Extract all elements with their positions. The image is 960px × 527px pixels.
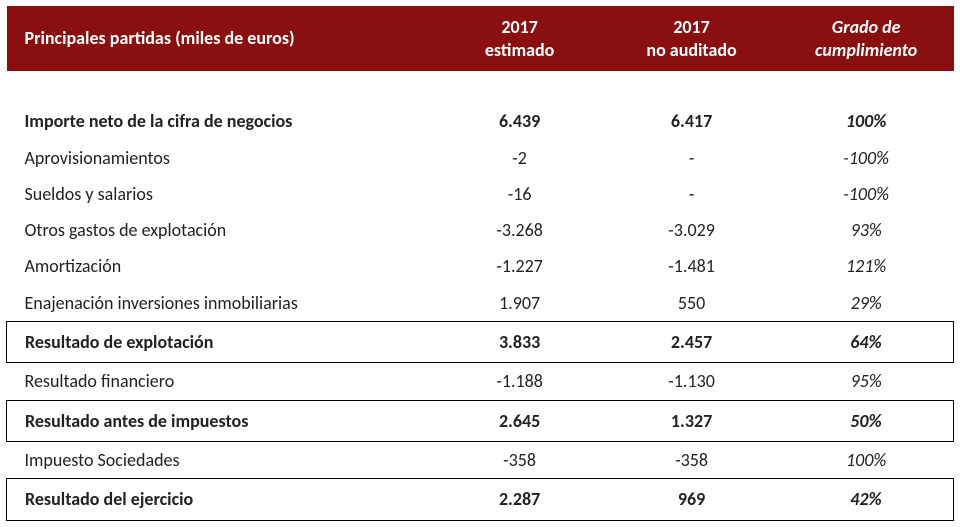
table-row: Resultado de explotación3.8332.45764% (7, 322, 954, 363)
row-label: Amortización (7, 248, 435, 284)
cell-no-auditado: -1.130 (604, 363, 778, 400)
cell-no-auditado: 550 (604, 285, 778, 322)
cell-no-auditado: 969 (604, 479, 778, 520)
cell-no-auditado: -3.029 (604, 212, 778, 248)
cell-no-auditado: -1.481 (604, 248, 778, 284)
table-row: Otros gastos de explotación-3.268-3.0299… (7, 212, 954, 248)
cell-estimado: 6.439 (435, 103, 605, 139)
row-label: Resultado de explotación (7, 322, 435, 363)
cell-grado: 42% (779, 479, 954, 520)
row-label: Resultado del ejercicio (7, 479, 435, 520)
row-label: Sueldos y salarios (7, 176, 435, 212)
col-header-label: Principales partidas (miles de euros) (7, 6, 435, 71)
spacer-cell (7, 71, 435, 103)
table-row: Amortización-1.227-1.481121% (7, 248, 954, 284)
cell-grado: -100% (779, 176, 954, 212)
table-row: Aprovisionamientos-2--100% (7, 140, 954, 176)
cell-grado: 29% (779, 285, 954, 322)
cell-estimado: 2.287 (435, 479, 605, 520)
cell-no-auditado: - (604, 176, 778, 212)
cell-grado: 93% (779, 212, 954, 248)
spacer-cell (604, 71, 778, 103)
spacer-cell (779, 71, 954, 103)
cell-estimado: -16 (435, 176, 605, 212)
cell-estimado: -3.268 (435, 212, 605, 248)
cell-estimado: -358 (435, 441, 605, 478)
cell-grado: 100% (779, 103, 954, 139)
table-row: Impuesto Sociedades-358-358100% (7, 441, 954, 478)
cell-grado: 100% (779, 441, 954, 478)
cell-grado: -100% (779, 140, 954, 176)
cell-grado: 95% (779, 363, 954, 400)
row-label: Resultado financiero (7, 363, 435, 400)
cell-estimado: 2.645 (435, 400, 605, 441)
table-row (7, 71, 954, 103)
cell-grado: 121% (779, 248, 954, 284)
cell-estimado: -1.188 (435, 363, 605, 400)
table-row: Sueldos y salarios-16--100% (7, 176, 954, 212)
table-header-row: Principales partidas (miles de euros) 20… (7, 6, 954, 71)
row-label: Importe neto de la cifra de negocios (7, 103, 435, 139)
cell-no-auditado: - (604, 140, 778, 176)
row-label: Enajenación inversiones inmobiliarias (7, 285, 435, 322)
col-header-no-auditado: 2017no auditado (604, 6, 778, 71)
col-header-estimado: 2017estimado (435, 6, 605, 71)
row-label: Aprovisionamientos (7, 140, 435, 176)
table-row: Enajenación inversiones inmobiliarias1.9… (7, 285, 954, 322)
cell-estimado: 1.907 (435, 285, 605, 322)
cell-estimado: 3.833 (435, 322, 605, 363)
financial-table: Principales partidas (miles de euros) 20… (6, 6, 954, 521)
table-row: Importe neto de la cifra de negocios6.43… (7, 103, 954, 139)
cell-grado: 64% (779, 322, 954, 363)
row-label: Impuesto Sociedades (7, 441, 435, 478)
cell-no-auditado: 2.457 (604, 322, 778, 363)
cell-estimado: -1.227 (435, 248, 605, 284)
cell-no-auditado: 1.327 (604, 400, 778, 441)
table-row: Resultado financiero-1.188-1.13095% (7, 363, 954, 400)
cell-no-auditado: 6.417 (604, 103, 778, 139)
spacer-cell (435, 71, 605, 103)
col-header-grado: Grado decumplimiento (779, 6, 954, 71)
table-row: Resultado del ejercicio2.28796942% (7, 479, 954, 520)
table-row: Resultado antes de impuestos2.6451.32750… (7, 400, 954, 441)
cell-grado: 50% (779, 400, 954, 441)
cell-no-auditado: -358 (604, 441, 778, 478)
row-label: Otros gastos de explotación (7, 212, 435, 248)
cell-estimado: -2 (435, 140, 605, 176)
row-label: Resultado antes de impuestos (7, 400, 435, 441)
